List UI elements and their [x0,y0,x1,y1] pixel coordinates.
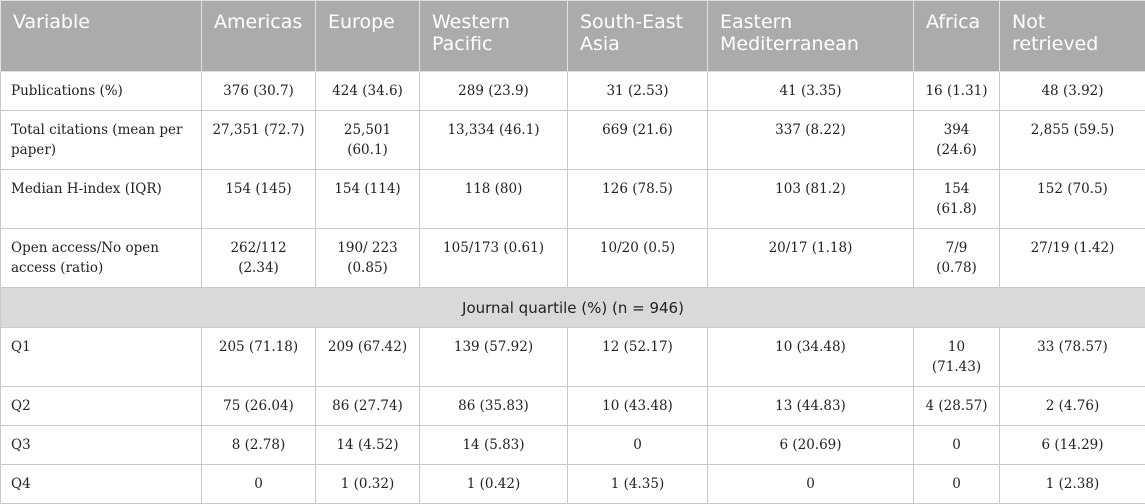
table-cell: 376 (30.7) [202,72,316,111]
table-cell: 6 (14.29) [1000,426,1145,465]
table-cell: 262/112 (2.34) [202,229,316,288]
row-label: Open access/No open access (ratio) [1,229,202,288]
row-label: Median H-index (IQR) [1,170,202,229]
table-row-q3: Q3 8 (2.78) 14 (4.52) 14 (5.83) 0 6 (20.… [1,426,1145,465]
table-cell: 25,501 (60.1) [316,111,420,170]
table-cell: 0 [914,465,1000,504]
row-label: Q4 [1,465,202,504]
table-row-publications: Publications (%) 376 (30.7) 424 (34.6) 2… [1,72,1145,111]
table-header: Variable Americas Europe Western Pacific… [1,1,1145,72]
table-cell: 0 [568,426,708,465]
table-row-open-access: Open access/No open access (ratio) 262/1… [1,229,1145,288]
table-body: Publications (%) 376 (30.7) 424 (34.6) 2… [1,72,1145,504]
table-cell: 31 (2.53) [568,72,708,111]
table-cell: 205 (71.18) [202,328,316,387]
header-south-east-asia: South-East Asia [568,1,708,72]
header-americas: Americas [202,1,316,72]
row-label: Q1 [1,328,202,387]
table-cell: 8 (2.78) [202,426,316,465]
table-cell: 10 (43.48) [568,387,708,426]
table-cell: 7/9 (0.78) [914,229,1000,288]
table-cell: 394 (24.6) [914,111,1000,170]
row-label: Q2 [1,387,202,426]
row-label: Total citations (mean per paper) [1,111,202,170]
table-row-q4: Q4 0 1 (0.32) 1 (0.42) 1 (4.35) 0 0 1 (2… [1,465,1145,504]
table-cell: 27/19 (1.42) [1000,229,1145,288]
table-cell: 6 (20.69) [708,426,914,465]
row-label: Q3 [1,426,202,465]
table-cell: 75 (26.04) [202,387,316,426]
table-cell: 10 (71.43) [914,328,1000,387]
table-row-total-citations: Total citations (mean per paper) 27,351 … [1,111,1145,170]
header-not-retrieved: Not retrieved [1000,1,1145,72]
section-label: Journal quartile (%) (n = 946) [1,288,1145,328]
table-cell: 12 (52.17) [568,328,708,387]
table-cell: 126 (78.5) [568,170,708,229]
table-row-q2: Q2 75 (26.04) 86 (27.74) 86 (35.83) 10 (… [1,387,1145,426]
table-cell: 154 (61.8) [914,170,1000,229]
table-cell: 190/ 223 (0.85) [316,229,420,288]
header-europe: Europe [316,1,420,72]
table-cell: 152 (70.5) [1000,170,1145,229]
table-cell: 41 (3.35) [708,72,914,111]
table-cell: 2 (4.76) [1000,387,1145,426]
table-cell: 105/173 (0.61) [420,229,568,288]
table-cell: 0 [708,465,914,504]
table-cell: 13 (44.83) [708,387,914,426]
header-western-pacific: Western Pacific [420,1,568,72]
table-cell: 4 (28.57) [914,387,1000,426]
table-cell: 10/20 (0.5) [568,229,708,288]
table-cell: 14 (4.52) [316,426,420,465]
table-cell: 424 (34.6) [316,72,420,111]
header-variable: Variable [1,1,202,72]
table-cell: 289 (23.9) [420,72,568,111]
table-cell: 14 (5.83) [420,426,568,465]
table-cell: 20/17 (1.18) [708,229,914,288]
table-cell: 16 (1.31) [914,72,1000,111]
table-cell: 86 (27.74) [316,387,420,426]
table-cell: 669 (21.6) [568,111,708,170]
header-africa: Africa [914,1,1000,72]
table-cell: 139 (57.92) [420,328,568,387]
header-row: Variable Americas Europe Western Pacific… [1,1,1145,72]
table-cell: 337 (8.22) [708,111,914,170]
section-row-journal-quartile: Journal quartile (%) (n = 946) [1,288,1145,328]
table-cell: 103 (81.2) [708,170,914,229]
table-cell: 154 (145) [202,170,316,229]
table-cell: 33 (78.57) [1000,328,1145,387]
table-cell: 209 (67.42) [316,328,420,387]
table-cell: 0 [914,426,1000,465]
table-cell: 1 (4.35) [568,465,708,504]
table-cell: 2,855 (59.5) [1000,111,1145,170]
row-label: Publications (%) [1,72,202,111]
table-cell: 27,351 (72.7) [202,111,316,170]
table-cell: 154 (114) [316,170,420,229]
table-row-median-h-index: Median H-index (IQR) 154 (145) 154 (114)… [1,170,1145,229]
table-cell: 10 (34.48) [708,328,914,387]
table-cell: 1 (0.42) [420,465,568,504]
table-cell: 48 (3.92) [1000,72,1145,111]
table-cell: 0 [202,465,316,504]
table-cell: 118 (80) [420,170,568,229]
table-cell: 1 (2.38) [1000,465,1145,504]
table-cell: 1 (0.32) [316,465,420,504]
header-eastern-mediterranean: Eastern Mediterranean [708,1,914,72]
table-cell: 86 (35.83) [420,387,568,426]
table-cell: 13,334 (46.1) [420,111,568,170]
table-row-q1: Q1 205 (71.18) 209 (67.42) 139 (57.92) 1… [1,328,1145,387]
